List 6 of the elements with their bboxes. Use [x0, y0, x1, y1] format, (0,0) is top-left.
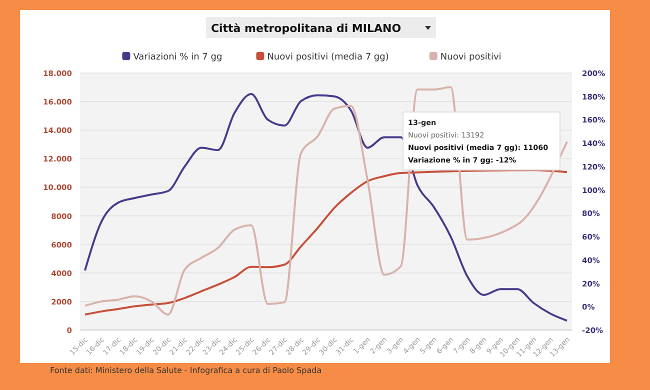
chart-title: Città metropolitana di MILANO	[210, 22, 402, 35]
line-series	[84, 169, 568, 316]
legend-label: Nuovi positivi	[440, 52, 502, 62]
legend-label: Variazioni % in 7 gg	[133, 52, 222, 62]
legend-label: Nuovi positivi (media 7 gg)	[267, 52, 389, 62]
source-note: Fonte dati: Ministero della Salute - Infografica a cura di Paolo Spada	[50, 366, 322, 375]
